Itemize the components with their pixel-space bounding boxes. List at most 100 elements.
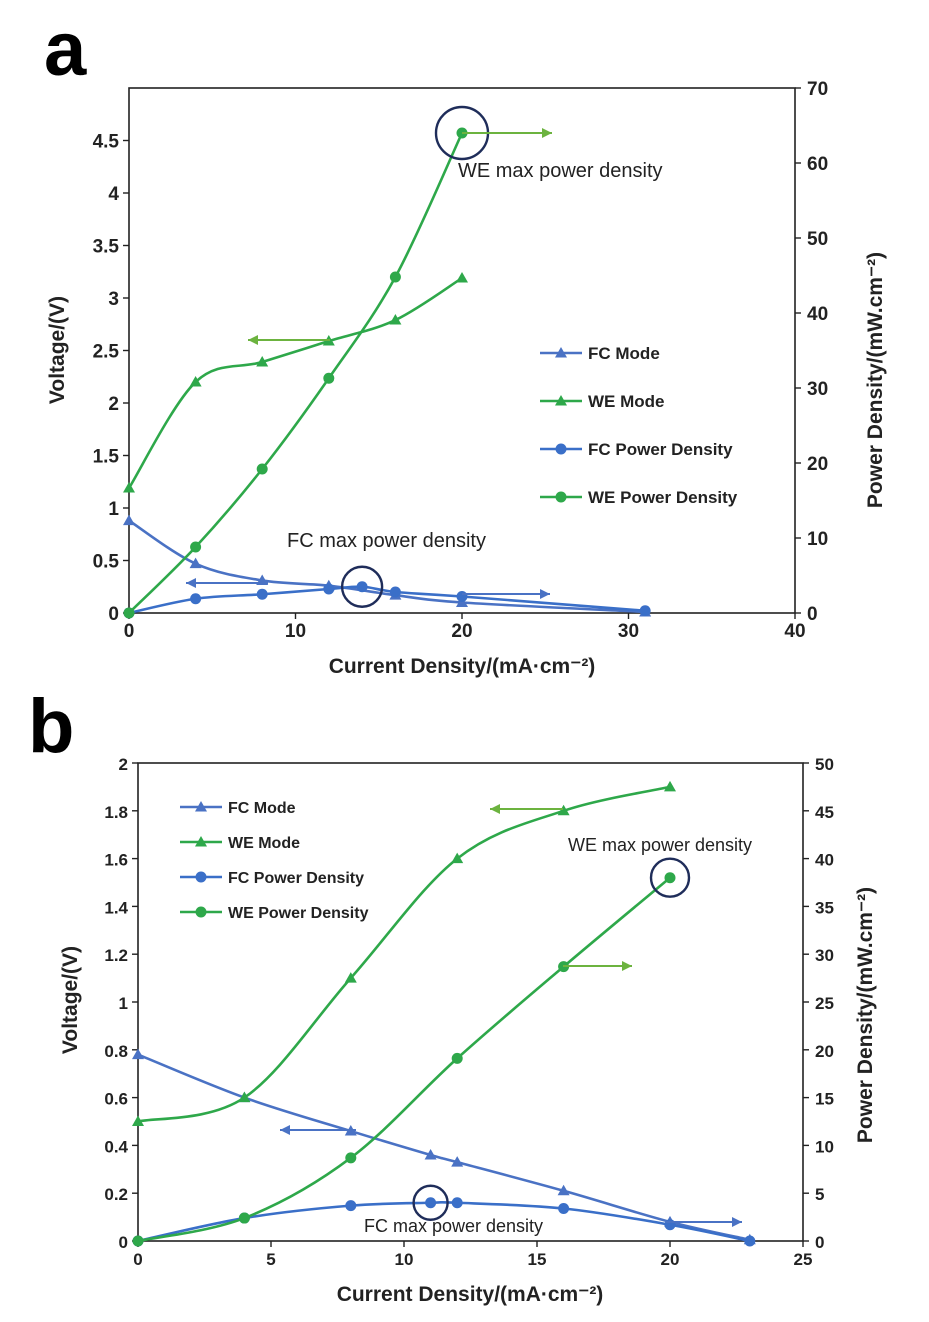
series-line-fc-power-density xyxy=(128,585,646,615)
y-tick-label: 0.2 xyxy=(104,1185,128,1204)
panel-label: a xyxy=(44,7,87,92)
data-point-triangle xyxy=(389,314,402,325)
y2-tick-label: 45 xyxy=(815,803,834,822)
x-tick-label: 15 xyxy=(528,1250,547,1269)
data-point-triangle xyxy=(132,1115,144,1126)
x-tick-label: 20 xyxy=(451,621,472,642)
y-tick-label: 1.2 xyxy=(104,946,128,965)
legend-label: FC Mode xyxy=(228,800,296,817)
y2-axis-title: Power Density/(mW.cm⁻²) xyxy=(854,887,877,1143)
data-point-triangle xyxy=(664,780,676,792)
legend-label: WE Power Density xyxy=(228,905,369,922)
legend-label: FC Power Density xyxy=(588,440,733,459)
y2-tick-label: 10 xyxy=(807,529,828,550)
y2-tick-label: 50 xyxy=(815,755,834,774)
data-point-circle xyxy=(238,1212,250,1224)
legend-swatch-marker xyxy=(555,395,567,406)
data-point-circle xyxy=(323,372,335,384)
y-tick-label: 2 xyxy=(108,394,119,415)
data-point-circle xyxy=(345,1200,357,1212)
y2-tick-label: 0 xyxy=(807,604,818,625)
y-tick-label: 0 xyxy=(119,1233,128,1252)
data-point-circle xyxy=(123,607,135,619)
y2-tick-label: 40 xyxy=(807,304,828,325)
chart-panel-a: a 0 0.5 1 1.5 2 2.5 3 3.5 4 4.5 0 10 20 30 40 50 60 70 0 10 2… xyxy=(44,7,887,678)
legend-label: WE Power Density xyxy=(588,488,738,507)
y-tick-label: 3 xyxy=(108,289,119,310)
x-tick-label: 30 xyxy=(618,621,639,642)
data-point-triangle xyxy=(344,972,357,983)
y-tick-label: 0.8 xyxy=(104,1042,128,1061)
legend-swatch-marker xyxy=(195,906,207,918)
data-point-circle xyxy=(744,1235,756,1247)
fc-mode-axis-arrow-head xyxy=(280,1125,290,1135)
y-tick-label: 1.8 xyxy=(104,803,128,822)
legend-label: FC Mode xyxy=(588,344,660,363)
legend-swatch-marker xyxy=(195,871,207,883)
annotation-label: WE max power density xyxy=(458,160,663,182)
legend-swatch-marker xyxy=(555,443,567,455)
data-point-circle xyxy=(190,541,202,553)
y2-tick-label: 30 xyxy=(815,946,834,965)
data-point-triangle xyxy=(189,557,202,569)
x-tick-label: 40 xyxy=(784,621,805,642)
data-point-circle xyxy=(456,591,468,602)
series-line-we-mode xyxy=(127,276,463,489)
annotation-label: FC max power density xyxy=(287,530,486,552)
data-point-circle xyxy=(256,588,268,600)
data-point-triangle xyxy=(238,1091,251,1103)
y2-tick-label: 20 xyxy=(807,454,828,475)
y-tick-label: 0.6 xyxy=(104,1090,128,1109)
data-point-triangle xyxy=(557,1184,570,1196)
data-point-triangle xyxy=(123,514,135,526)
y-tick-label: 0.4 xyxy=(104,1137,128,1156)
legend-swatch-marker xyxy=(195,836,207,847)
data-point-circle xyxy=(664,872,676,884)
series-line-we-power-density xyxy=(137,876,671,1243)
legend-swatch-marker xyxy=(195,801,207,812)
panel-label: b xyxy=(28,684,74,769)
y2-tick-label: 25 xyxy=(815,994,834,1013)
data-point-triangle xyxy=(456,272,468,283)
data-point-triangle xyxy=(424,1148,437,1160)
x-tick-label: 25 xyxy=(794,1250,813,1269)
y2-tick-label: 20 xyxy=(815,1042,834,1061)
data-point-circle xyxy=(389,271,401,283)
y2-tick-label: 50 xyxy=(807,229,828,250)
y2-tick-label: 40 xyxy=(815,851,834,870)
data-point-triangle xyxy=(189,376,202,387)
data-point-triangle xyxy=(451,1156,464,1167)
y2-axis-title: Power Density/(mW.cm⁻²) xyxy=(864,252,887,508)
annotation-label: WE max power density xyxy=(568,835,752,855)
y-tick-label: 1.5 xyxy=(93,447,120,468)
data-point-circle xyxy=(190,593,202,605)
legend-label: WE Mode xyxy=(588,392,665,411)
y-tick-label: 1 xyxy=(108,499,119,520)
data-point-circle xyxy=(256,463,268,475)
data-point-circle xyxy=(425,1197,437,1209)
x-tick-label: 20 xyxy=(661,1250,680,1269)
legend-swatch-marker xyxy=(555,491,567,503)
data-point-circle xyxy=(356,581,368,593)
y-tick-label: 0 xyxy=(108,604,119,625)
x-axis-title: Current Density/(mA·cm⁻²) xyxy=(337,1283,604,1306)
we-mode-axis-arrow-head xyxy=(248,335,258,345)
y2-tick-label: 35 xyxy=(815,898,834,917)
we-power-axis-arrow-head xyxy=(542,128,552,138)
we-mode-axis-arrow-head xyxy=(490,804,500,814)
y2-tick-label: 70 xyxy=(807,79,828,100)
y-tick-label: 1 xyxy=(119,994,128,1013)
data-point-circle xyxy=(558,1202,570,1214)
y-tick-label: 1.4 xyxy=(104,898,128,917)
x-axis-title: Current Density/(mA·cm⁻²) xyxy=(329,655,596,678)
y2-tick-label: 0 xyxy=(815,1233,824,1252)
we-power-axis-arrow-head xyxy=(622,961,632,971)
max-power-highlight-circle xyxy=(412,1184,449,1221)
fc-power-axis-arrow-head xyxy=(540,589,550,599)
y-axis-title: Voltage/(V) xyxy=(46,296,69,404)
annotation-label: FC max power density xyxy=(364,1216,543,1236)
data-point-circle xyxy=(389,586,401,598)
legend-label: FC Power Density xyxy=(228,870,364,887)
x-tick-label: 5 xyxy=(266,1250,275,1269)
